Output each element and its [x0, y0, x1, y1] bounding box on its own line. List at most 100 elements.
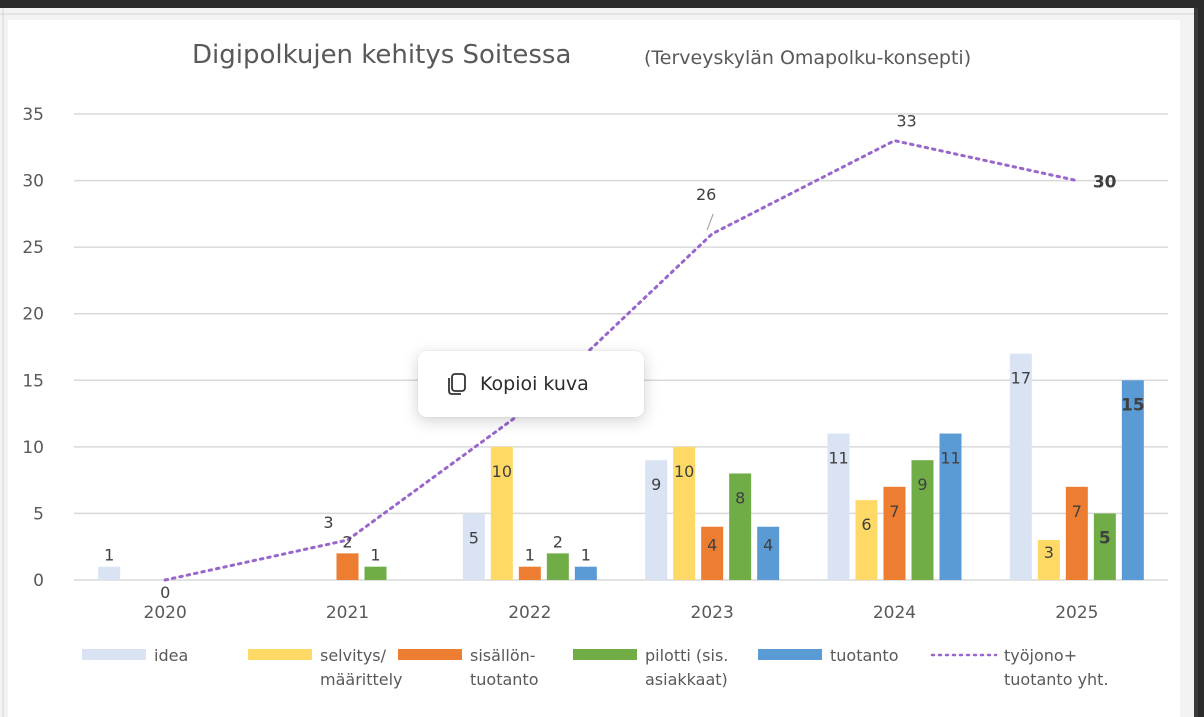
- x-tick-label: 2021: [326, 603, 369, 623]
- data-label: 2: [553, 532, 563, 551]
- legend-item[interactable]: tuotanto: [758, 646, 898, 665]
- bar-sislln-2025: [1065, 486, 1088, 580]
- legend-item[interactable]: sisällön-tuotanto: [398, 646, 538, 689]
- legend-label: sisällön-: [470, 646, 536, 665]
- x-tick-label: 2025: [1055, 603, 1098, 623]
- bar-pilottisis-2024: [911, 460, 934, 580]
- copy-icon: [446, 372, 468, 396]
- context-menu: Kopioi kuva: [418, 351, 644, 417]
- legend-item[interactable]: pilotti (sis. asiakkaat): [573, 646, 728, 689]
- spreadsheet-window: Digipolkujen kehitys Soitessa (Terveysky…: [0, 8, 1198, 717]
- bar-selvitys-2025: [1037, 540, 1060, 580]
- bar-tuotanto-2024: [939, 433, 962, 580]
- line-data-label: 30: [1093, 173, 1117, 193]
- data-label: 5: [469, 528, 479, 547]
- legend-label: idea: [154, 646, 188, 665]
- data-label: 1: [581, 546, 591, 565]
- x-tick-label: 2022: [508, 603, 551, 623]
- y-tick-label: 0: [33, 571, 44, 591]
- bar-idea-2020: [98, 566, 121, 580]
- x-axis-ticks: 2020 2021 2022 2023 2024 2025: [144, 603, 1099, 623]
- x-tick-label: 2024: [873, 603, 916, 623]
- chart: Digipolkujen kehitys Soitessa (Terveysky…: [22, 40, 1168, 689]
- y-axis-ticks: 0 5 10 15 20 25 30 35: [22, 105, 44, 591]
- legend-label: tuotanto: [830, 646, 898, 665]
- legend-label: määrittely: [320, 670, 403, 689]
- bar-sislln-2022: [518, 566, 541, 580]
- legend-swatch: [573, 649, 637, 660]
- y-tick-label: 15: [22, 371, 44, 391]
- bar-selvitys-2022: [490, 446, 513, 580]
- legend-item[interactable]: työjono+ tuotanto yht.: [930, 646, 1109, 689]
- bar-selvitys-2023: [673, 446, 696, 580]
- legend-label: pilotti (sis.: [645, 646, 728, 665]
- bar-idea-2024: [827, 433, 850, 580]
- copy-image-menu-item[interactable]: Kopioi kuva: [480, 373, 589, 395]
- legend-label: tuotanto: [470, 670, 538, 689]
- leader-line: [706, 213, 714, 231]
- bar-idea-2025: [1009, 353, 1032, 580]
- y-tick-label: 5: [33, 504, 44, 524]
- bar-selvitys-2024: [855, 500, 878, 580]
- line-data-label: 0: [160, 583, 170, 602]
- data-label: 1: [370, 546, 380, 565]
- y-tick-label: 35: [22, 105, 44, 125]
- data-label: 3: [1044, 543, 1054, 562]
- line-data-label: 26: [696, 185, 716, 204]
- data-label: 7: [1072, 502, 1082, 521]
- data-label: 5: [1099, 528, 1111, 548]
- total-line: [163, 139, 1079, 582]
- bar-pilottisis-2025: [1093, 513, 1116, 580]
- bar-sislln-2024: [883, 486, 906, 580]
- data-label: 9: [651, 475, 661, 494]
- data-label: 7: [889, 502, 899, 521]
- line-total: [163, 139, 1079, 582]
- data-label: 4: [763, 536, 773, 555]
- y-tick-label: 20: [22, 305, 44, 325]
- gridlines: [74, 113, 1168, 581]
- bar-tuotanto-2023: [757, 526, 780, 580]
- bar-sislln-2021: [336, 553, 359, 580]
- bar-idea-2022: [462, 513, 485, 580]
- chart-subtitle: (Terveyskylän Omapolku-konsepti): [644, 47, 971, 69]
- bars: [98, 353, 1144, 580]
- x-tick-label: 2020: [144, 603, 187, 623]
- legend-label: asiakkaat): [645, 670, 728, 689]
- y-tick-label: 25: [22, 238, 44, 258]
- data-label: 8: [735, 488, 745, 507]
- bar-pilottisis-2022: [546, 553, 569, 580]
- data-label: 15: [1121, 395, 1145, 415]
- data-label: 10: [492, 462, 512, 481]
- data-label: 2: [342, 532, 352, 551]
- bar-tuotanto-2022: [574, 566, 597, 580]
- data-label: 1: [525, 546, 535, 565]
- legend-swatch: [82, 649, 146, 660]
- spreadsheet-grid: [0, 8, 1194, 717]
- data-label: 10: [674, 462, 694, 481]
- line-data-label: 33: [896, 112, 916, 131]
- y-tick-label: 30: [22, 172, 44, 192]
- legend-swatch: [758, 649, 822, 660]
- data-label: 6: [861, 515, 871, 534]
- legend-item[interactable]: idea: [82, 646, 188, 665]
- bar-pilottisis-2021: [364, 566, 387, 580]
- chart-title: Digipolkujen kehitys Soitessa: [192, 40, 571, 70]
- y-tick-label: 10: [22, 438, 44, 458]
- legend-label: selvitys/: [320, 646, 387, 665]
- legend-item[interactable]: selvitys/määrittely: [248, 646, 403, 689]
- bar-tuotanto-2025: [1121, 380, 1144, 580]
- bar-pilottisis-2023: [729, 473, 752, 580]
- bar-sislln-2023: [701, 526, 724, 580]
- data-label: 11: [828, 449, 848, 468]
- data-label: 17: [1011, 369, 1031, 388]
- line-data-label: 3: [323, 513, 333, 532]
- legend-label: tuotanto yht.: [1004, 670, 1109, 689]
- data-label: 9: [917, 475, 927, 494]
- legend-swatch: [398, 649, 462, 660]
- legend-label: työjono+: [1004, 646, 1077, 665]
- bar-idea-2023: [645, 460, 668, 580]
- data-label: 4: [707, 536, 717, 555]
- legend: idea selvitys/määrittelysisällön-tuotanto…: [82, 646, 1109, 689]
- data-label: 1: [104, 546, 114, 565]
